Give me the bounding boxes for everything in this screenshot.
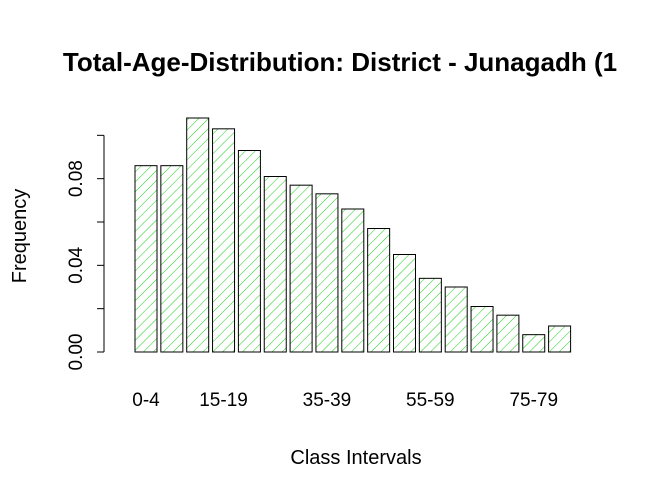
y-tick-label: 0.04 — [66, 246, 87, 283]
bar-70-74 — [496, 314, 520, 353]
bar-35-39 — [315, 193, 339, 353]
bar-75-79 — [522, 334, 546, 353]
bar-5-9 — [160, 165, 184, 353]
y-tick-label: 0.00 — [66, 334, 87, 371]
x-tick-labels: 0-4 15-19 35-39 55-59 75-79 — [132, 390, 558, 411]
x-tick-label-75-79: 75-79 — [509, 390, 558, 411]
bar-0-4 — [134, 165, 158, 353]
bar-45-49 — [367, 228, 391, 353]
x-tick-label-15-19: 15-19 — [199, 390, 248, 411]
bar-80+ — [548, 325, 572, 353]
bar-30-34 — [289, 184, 313, 353]
x-axis-label: Class Intervals — [290, 447, 421, 469]
bar-15-19 — [212, 128, 236, 353]
y-tick-label: 0.08 — [66, 160, 87, 197]
bar-10-14 — [186, 117, 210, 353]
bar-55-59 — [418, 277, 442, 353]
y-axis: 0.00 0.04 0.08 — [66, 134, 105, 371]
x-tick-label-35-39: 35-39 — [303, 390, 352, 411]
y-axis-label: Frequency — [9, 189, 31, 284]
x-tick-label-55-59: 55-59 — [406, 390, 455, 411]
chart-title: Total-Age-Distribution: District - Junag… — [63, 47, 617, 77]
bars-group — [134, 117, 572, 353]
bar-40-44 — [341, 208, 365, 353]
x-tick-label-0-4: 0-4 — [132, 390, 160, 411]
bar-60-64 — [444, 286, 468, 353]
bar-25-29 — [263, 176, 287, 353]
bar-50-54 — [393, 254, 416, 353]
bar-20-24 — [237, 150, 261, 353]
bar-65-69 — [470, 306, 494, 353]
